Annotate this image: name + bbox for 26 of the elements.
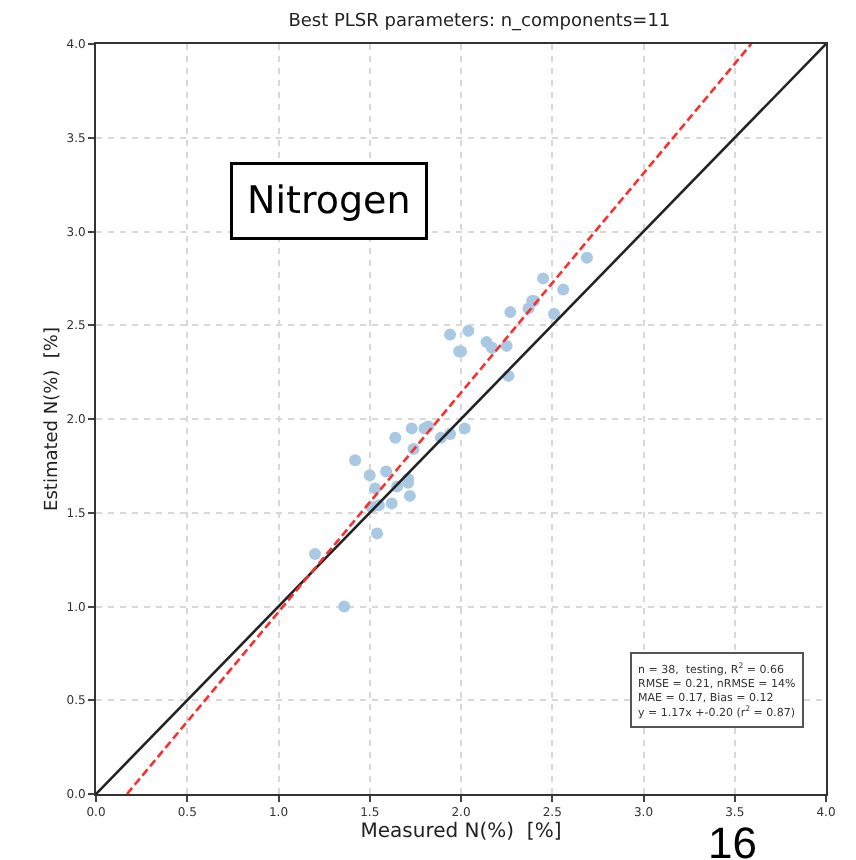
point [338,600,351,613]
point [500,339,513,352]
point [403,489,416,502]
point [369,482,382,495]
point [371,527,384,540]
chart-title: Best PLSR parameters: n_components=11 [288,11,671,32]
x-axis-title: Measured N(%) [%] [360,821,562,844]
point [309,548,321,560]
point [363,469,376,482]
point [349,454,362,467]
point [504,306,517,319]
point [458,422,471,435]
point [462,324,475,337]
point [380,465,393,478]
point [580,251,593,264]
point [486,341,499,354]
point [405,422,418,435]
point [537,272,550,285]
point [385,497,398,510]
point [557,283,570,296]
annotation: Nitrogen [247,179,411,223]
point [389,431,402,444]
y-axis-title: Estimated N(%) [%] [43,327,64,511]
point [444,328,457,341]
point [548,308,561,320]
text: 16 [708,818,757,860]
